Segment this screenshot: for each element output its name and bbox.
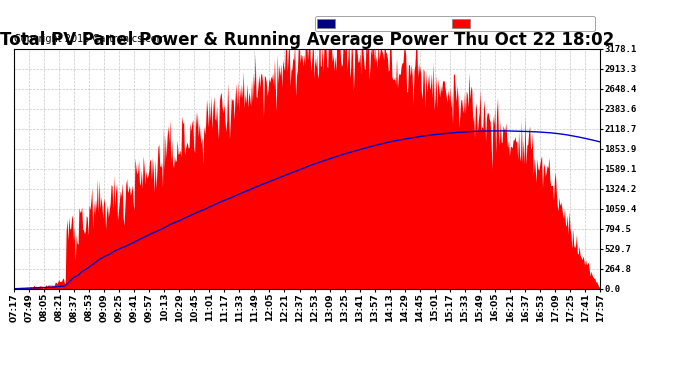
Title: Total PV Panel Power & Running Average Power Thu Oct 22 18:02: Total PV Panel Power & Running Average P… xyxy=(0,31,614,49)
Text: Copyright 2015 Cartronics.com: Copyright 2015 Cartronics.com xyxy=(14,34,166,44)
Legend: Average  (DC Watts), PV Panels  (DC Watts): Average (DC Watts), PV Panels (DC Watts) xyxy=(315,16,595,31)
